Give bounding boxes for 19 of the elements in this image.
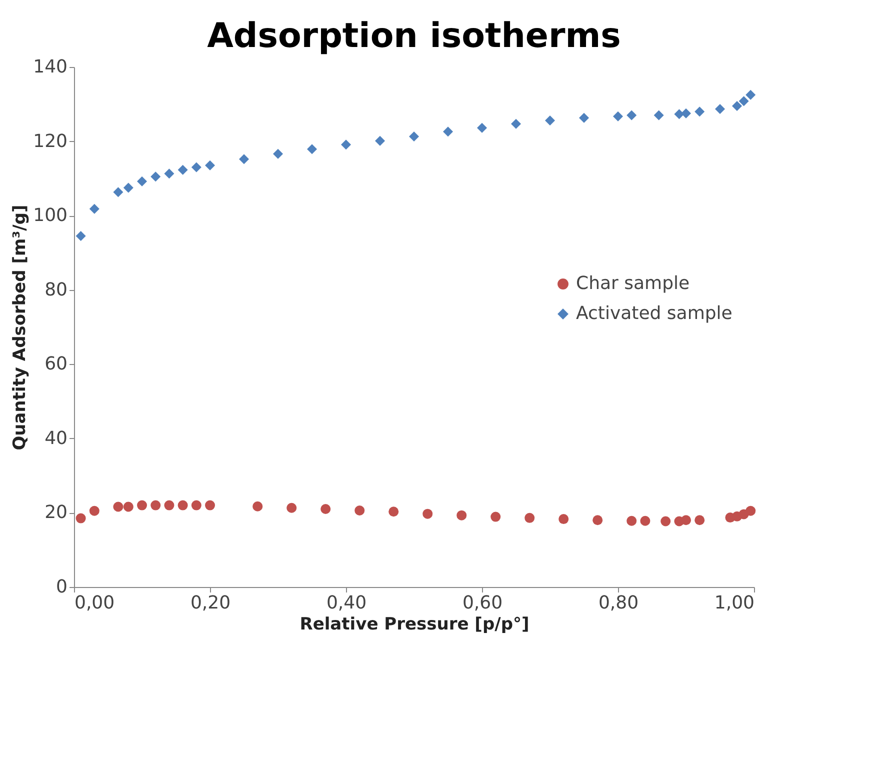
x-axis-title: Relative Pressure [p/p°]	[300, 614, 530, 634]
legend-label: Activated sample	[576, 303, 732, 324]
y-tick-label: 100	[33, 205, 68, 226]
y-tick-label: 0	[56, 576, 68, 598]
y-tick-label: 40	[44, 428, 68, 449]
y-axis-title: Quantity Adsorbed [m³/g]	[10, 204, 30, 450]
x-tick-label: 0,40	[326, 592, 367, 614]
x-tick-label: 0,20	[190, 592, 231, 614]
x-tick-label: 1,00	[714, 592, 754, 614]
legend-label: Char sample	[576, 273, 690, 294]
x-tick-label: 0,60	[462, 592, 503, 614]
x-tick-label: 0,00	[74, 592, 115, 614]
y-tick-label: 20	[44, 502, 68, 524]
y-tick-label: 80	[44, 279, 68, 300]
y-tick-label: 140	[33, 56, 68, 78]
y-tick-label: 60	[44, 354, 68, 375]
y-tick-label: 120	[33, 130, 68, 152]
chart-title: Adsorption isotherms	[207, 16, 621, 56]
x-tick-label: 0,80	[598, 592, 639, 614]
